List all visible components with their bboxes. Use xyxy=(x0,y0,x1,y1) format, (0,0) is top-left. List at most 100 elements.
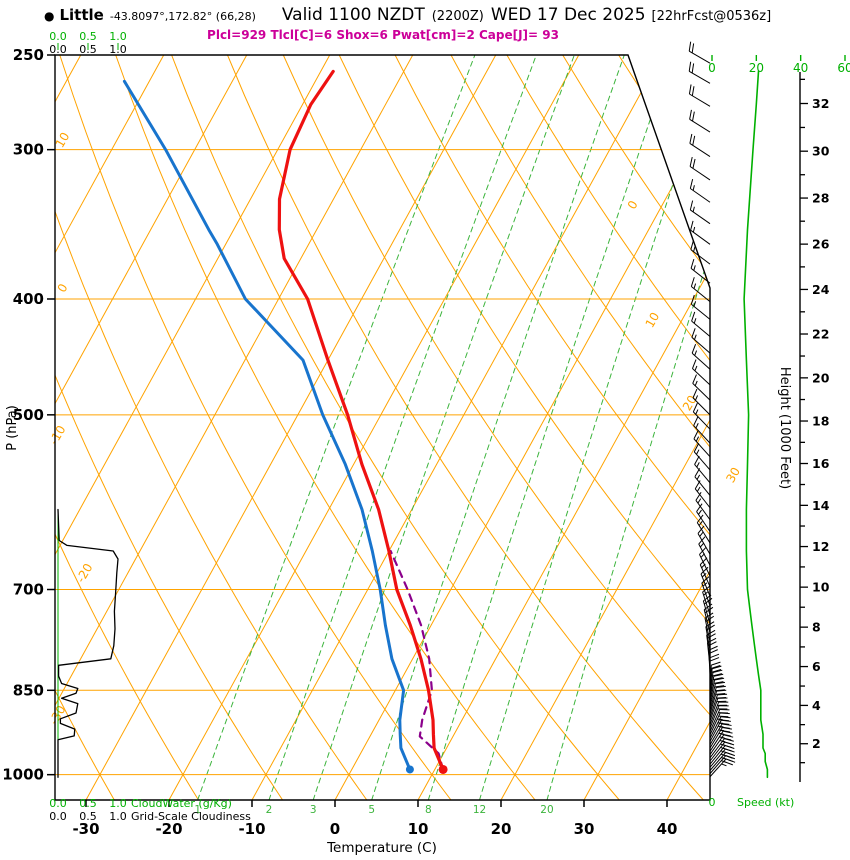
dewpoint-curve xyxy=(122,79,412,771)
svg-text:0.0: 0.0 xyxy=(49,30,67,43)
height-tick-label: 16 xyxy=(812,456,830,471)
height-tick-label: 2 xyxy=(812,736,821,751)
svg-text:1.0: 1.0 xyxy=(109,30,127,43)
svg-text:20: 20 xyxy=(540,804,553,816)
station-name: Little xyxy=(59,6,104,24)
height-tick-label: 18 xyxy=(812,414,829,429)
valid-time: Valid 1100 NZDT xyxy=(281,5,425,25)
surface-dewpoint-dot xyxy=(405,765,414,774)
svg-text:20: 20 xyxy=(680,393,700,413)
temperature-tick-label: 20 xyxy=(491,820,512,838)
svg-text:1.0: 1.0 xyxy=(109,810,127,823)
height-tick-label: 10 xyxy=(812,580,830,595)
svg-text:3: 3 xyxy=(310,804,317,816)
cloud-profiles xyxy=(57,508,119,778)
speed-panel: 0 20 40 60 0 Speed (kt) xyxy=(708,55,850,809)
svg-text:1.0: 1.0 xyxy=(109,43,127,56)
sounding-curves xyxy=(122,69,448,774)
temperature-axis-title: Temperature (C) xyxy=(326,840,437,856)
chart-title: ● Little -43.8097°,172.82° (66,28) Valid… xyxy=(44,5,771,25)
height-tick-label: 22 xyxy=(812,327,829,342)
height-tick-label: 28 xyxy=(812,191,829,206)
temperature-axis: -30 -20 -10 0 10 20 30 40 xyxy=(72,800,677,838)
cloudwater-axis-title: CloudWater (g/Kg) xyxy=(131,797,232,810)
pressure-tick-label: 500 xyxy=(13,406,44,424)
temperature-tick-label: -30 xyxy=(72,820,99,838)
temperature-tick-label: 0 xyxy=(330,820,340,838)
svg-text:0: 0 xyxy=(55,281,71,295)
valid-date: WED 17 Dec 2025 xyxy=(490,5,646,25)
pressure-tick-label: 300 xyxy=(13,141,44,159)
pressure-tick-label: 850 xyxy=(13,681,44,699)
pressure-tick-label: 700 xyxy=(13,581,44,599)
height-tick-label: 8 xyxy=(812,620,821,635)
svg-text:0.0: 0.0 xyxy=(49,797,67,810)
svg-text:0.5: 0.5 xyxy=(79,43,97,56)
svg-text:-10: -10 xyxy=(47,423,69,447)
isotherms xyxy=(55,55,710,800)
height-axis-title: Height (1000 Feet) xyxy=(777,367,792,489)
temperature-tick-label: -10 xyxy=(238,820,265,838)
temperature-tick-label: -20 xyxy=(155,820,182,838)
stability-indices: Plcl=929 Tlcl[C]=6 Shox=6 Pwat[cm]=2 Cap… xyxy=(207,28,559,42)
pressure-tick-label: 400 xyxy=(13,290,44,308)
height-tick-label: 14 xyxy=(812,498,830,513)
height-tick-label: 26 xyxy=(812,237,830,252)
pressure-tick-label: 1000 xyxy=(2,766,44,784)
height-tick-label: 6 xyxy=(812,659,821,674)
svg-text:12: 12 xyxy=(473,804,486,816)
speed-tick-label: 40 xyxy=(793,61,808,75)
svg-text:8: 8 xyxy=(425,804,432,816)
height-tick-label: 30 xyxy=(812,144,830,159)
adiabat-labels: 100-10-20-30 xyxy=(47,130,96,727)
height-tick-label: 24 xyxy=(812,282,830,297)
temperature-tick-label: 10 xyxy=(408,820,429,838)
speed-tick-label: 20 xyxy=(749,61,764,75)
speed-axis-title: Speed (kt) xyxy=(737,796,794,809)
background-grid xyxy=(55,55,710,800)
temperature-tick-label: 30 xyxy=(574,820,595,838)
pressure-axis: 250 300 400 500 700 850 1000 xyxy=(2,46,55,784)
temperature-curve xyxy=(277,69,445,772)
forecast-tag: [22hrFcst@0536z] xyxy=(651,9,772,24)
height-tick-label: 32 xyxy=(812,96,829,111)
svg-text:1.0: 1.0 xyxy=(109,797,127,810)
pressure-axis-title: P (hPa) xyxy=(5,405,20,451)
svg-text:0: 0 xyxy=(625,198,641,212)
cloudiness-axis-title: Grid-Scale Cloudiness xyxy=(131,810,251,823)
dry-adiabats xyxy=(55,55,710,800)
station-marker-icon: ● xyxy=(44,9,55,23)
pressure-gridlines xyxy=(55,149,710,776)
axis-titles: P (hPa) Height (1000 Feet) Temperature (C) xyxy=(5,367,792,856)
height-tick-label: 20 xyxy=(812,370,830,385)
wind-barbs xyxy=(688,41,736,778)
svg-text:0.5: 0.5 xyxy=(79,30,97,43)
height-tick-label: 4 xyxy=(812,698,821,713)
svg-text:2: 2 xyxy=(266,804,273,816)
svg-text:30: 30 xyxy=(723,465,743,485)
parcel-curve xyxy=(389,549,445,771)
surface-temperature-dot xyxy=(438,764,448,774)
svg-text:10: 10 xyxy=(53,130,73,150)
cloudiness-profile xyxy=(57,508,119,778)
temperature-tick-label: 40 xyxy=(657,820,678,838)
plot-border xyxy=(54,54,711,801)
valid-zulu: (2200Z) xyxy=(431,9,484,24)
speed-tick-label: 0 xyxy=(708,61,716,75)
pressure-tick-label: 250 xyxy=(13,46,44,64)
svg-text:0.0: 0.0 xyxy=(49,810,67,823)
station-coords: -43.8097°,172.82° (66,28) xyxy=(109,10,256,23)
speed-tick-label: 60 xyxy=(837,61,850,75)
svg-text:0.5: 0.5 xyxy=(79,810,97,823)
svg-text:10: 10 xyxy=(643,310,663,330)
svg-text:0.0: 0.0 xyxy=(49,43,67,56)
svg-text:0: 0 xyxy=(709,796,716,809)
mixing-ratio-lines xyxy=(197,55,710,800)
svg-text:0.5: 0.5 xyxy=(79,797,97,810)
svg-text:1: 1 xyxy=(194,804,201,816)
mixing-ratio-labels: 1 2 3 5 8 12 20 xyxy=(194,804,553,816)
svg-text:5: 5 xyxy=(368,804,375,816)
